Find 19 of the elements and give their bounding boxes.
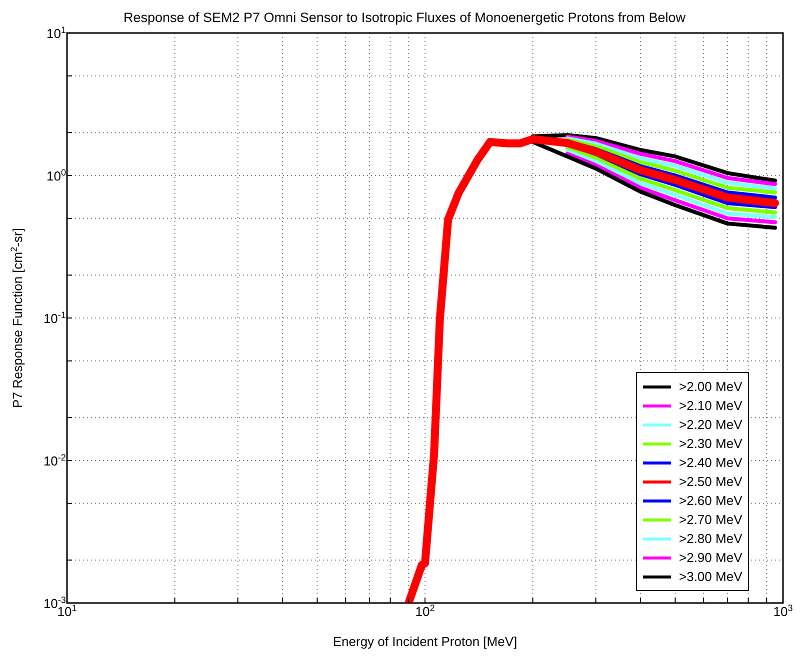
legend-label: >2.20 MeV — [679, 417, 742, 432]
x-tick-label: 10$^{2}$ — [415, 603, 435, 619]
chart-title: Response of SEM2 P7 Omni Sensor to Isotropic Fluxes of Monoenergetic Protons from Below — [123, 10, 686, 25]
legend-label: >2.80 MeV — [679, 531, 742, 546]
x-tick-label: 10$^{3}$ — [773, 603, 793, 619]
legend-label: >2.10 MeV — [679, 398, 742, 413]
x-axis-title: Energy of Incident Proton [MeV] — [332, 634, 518, 649]
legend-label: >3.00 MeV — [679, 569, 742, 584]
legend-label: >2.60 MeV — [679, 493, 742, 508]
y-tick-label: 10$^{1}$ — [46, 25, 66, 41]
legend-label: >2.50 MeV — [679, 474, 742, 489]
legend-label: >2.00 MeV — [679, 379, 742, 394]
legend-label: >2.30 MeV — [679, 436, 742, 451]
y-tick-label: 10$^{0}$ — [46, 168, 66, 184]
y-tick-label: 10$^{-1}$ — [43, 310, 66, 326]
legend-label: >2.40 MeV — [679, 455, 742, 470]
y-tick-label: 10$^{-2}$ — [43, 452, 66, 468]
legend-label: >2.90 MeV — [679, 550, 742, 565]
legend-label: >2.70 MeV — [679, 512, 742, 527]
